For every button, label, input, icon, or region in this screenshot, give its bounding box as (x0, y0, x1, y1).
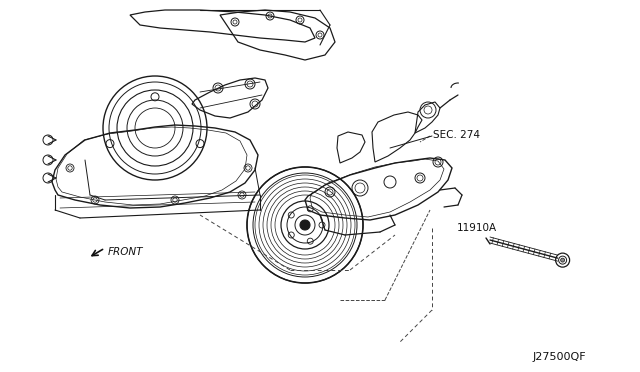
Text: J27500QF: J27500QF (533, 352, 587, 362)
Text: SEC. 274: SEC. 274 (433, 130, 480, 140)
Text: 11910A: 11910A (457, 223, 497, 233)
Circle shape (300, 220, 310, 230)
Circle shape (561, 258, 564, 262)
Text: FRONT: FRONT (108, 247, 143, 257)
